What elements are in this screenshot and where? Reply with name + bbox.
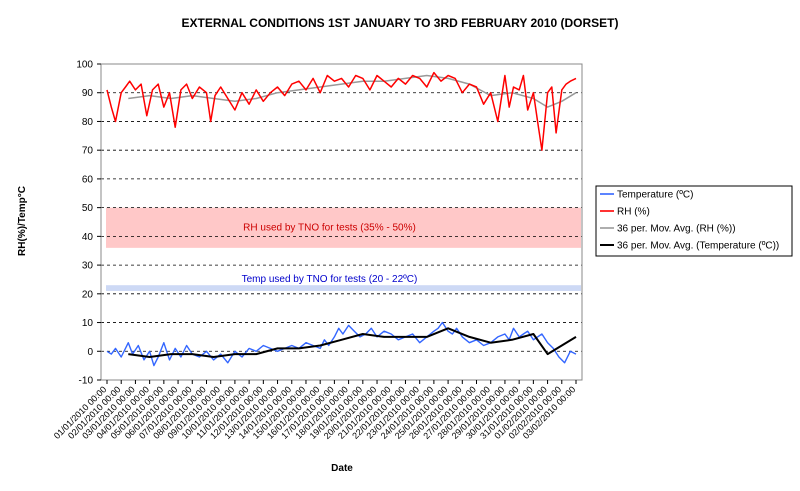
band-label-1: Temp used by TNO for tests (20 - 22ºC) (242, 274, 418, 285)
y-tick-label-2: 10 (82, 318, 94, 329)
y-tick-label-5: 40 (82, 232, 94, 243)
y-tick-label-3: 20 (82, 289, 94, 300)
chart-title: EXTERNAL CONDITIONS 1ST JANUARY TO 3RD F… (182, 16, 619, 30)
y-tick-label-1: 0 (87, 347, 93, 358)
y-tick-label-7: 60 (82, 174, 94, 185)
plot-area-border (100, 63, 583, 381)
series-line-0 (106, 321, 577, 367)
band-label-0: RH used by TNO for tests (35% - 50%) (243, 223, 416, 234)
y-tick-label-4: 30 (82, 261, 94, 272)
y-tick-label-8: 70 (82, 146, 94, 157)
y-tick-label-6: 50 (82, 203, 94, 214)
y-tick-label-11: 100 (76, 60, 93, 71)
legend-label-2: 36 per. Mov. Avg. (RH (%)) (617, 224, 736, 235)
legend-label-1: RH (%) (617, 207, 650, 218)
grid-layer (101, 92, 582, 352)
series-line-1 (106, 71, 577, 151)
legend: Temperature (ºC) RH (%) 36 per. Mov. Avg. … (595, 185, 793, 257)
series-layer (106, 71, 577, 367)
y-axis-label: RH(%)/Temp°C (17, 186, 28, 256)
y-tick-label-0: -10 (79, 376, 94, 387)
x-axis-label: Date (331, 463, 353, 474)
legend-label-0: Temperature (ºC) (617, 190, 693, 201)
band-1 (106, 285, 581, 291)
legend-label-3: 36 per. Mov. Avg. (Temperature (ºC)) (617, 241, 779, 252)
y-tick-label-10: 90 (82, 88, 94, 99)
legend-box (595, 185, 793, 257)
bands-layer: RH used by TNO for tests (35% - 50%) Temp… (106, 207, 581, 291)
series-line-3 (128, 327, 577, 358)
band-0 (106, 207, 581, 248)
y-ticks: -10 0 10 20 30 40 50 60 70 80 90 100 (76, 60, 101, 387)
y-tick-label-9: 80 (82, 117, 94, 128)
